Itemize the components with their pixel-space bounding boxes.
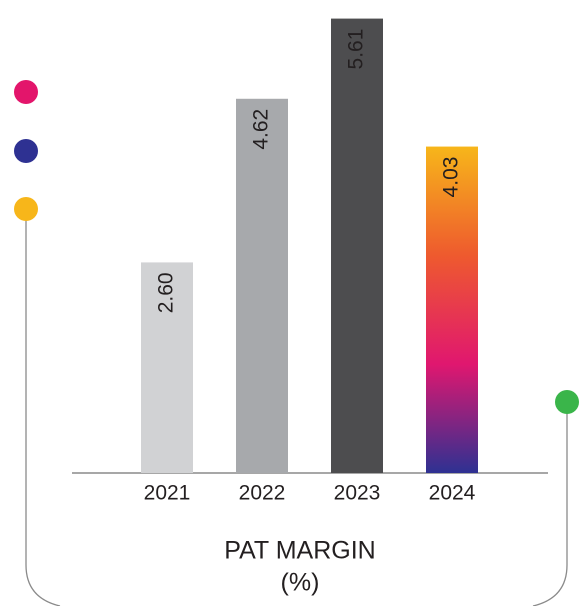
dot-navy — [14, 139, 38, 163]
chart-title: PAT MARGIN — [224, 537, 375, 565]
frame-right — [532, 402, 568, 606]
bar — [426, 146, 478, 473]
x-tick-label: 2022 — [239, 482, 286, 505]
x-tick-label: 2023 — [334, 482, 381, 505]
frame-left — [25, 209, 61, 606]
dot-pink — [14, 80, 38, 104]
chart-subtitle: (%) — [281, 569, 320, 597]
bar-value-label: 5.61 — [345, 29, 368, 70]
dot-yellow — [14, 197, 38, 221]
x-tick-label: 2024 — [429, 482, 476, 505]
x-tick-label: 2021 — [144, 482, 191, 505]
bar — [236, 98, 288, 473]
bar — [331, 18, 383, 474]
bar-value-label: 4.03 — [440, 157, 463, 198]
bar — [141, 262, 193, 473]
bar-value-label: 4.62 — [250, 109, 273, 150]
dot-green — [555, 390, 579, 414]
bar-value-label: 2.60 — [155, 272, 178, 313]
